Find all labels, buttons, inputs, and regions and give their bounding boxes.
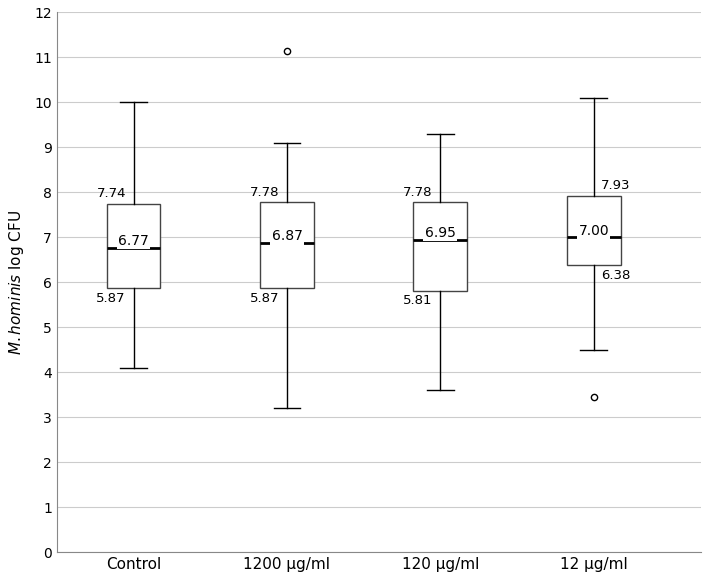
PathPatch shape: [107, 204, 161, 288]
PathPatch shape: [567, 196, 620, 265]
PathPatch shape: [260, 202, 314, 288]
Text: 7.93: 7.93: [601, 179, 631, 192]
Text: 6.77: 6.77: [118, 234, 149, 248]
Text: 6.38: 6.38: [601, 269, 631, 282]
Y-axis label: $\it{M. hominis}$ log CFU: $\it{M. hominis}$ log CFU: [7, 210, 26, 355]
Text: 5.87: 5.87: [96, 292, 126, 305]
Text: 6.87: 6.87: [271, 229, 302, 243]
Text: 5.87: 5.87: [250, 292, 279, 305]
Text: 6.95: 6.95: [425, 226, 456, 240]
Text: 5.81: 5.81: [403, 295, 433, 307]
PathPatch shape: [413, 202, 467, 291]
Text: 7.74: 7.74: [96, 188, 126, 200]
Text: 7.78: 7.78: [403, 186, 433, 199]
Text: 7.78: 7.78: [250, 186, 279, 199]
Text: 7.00: 7.00: [578, 223, 609, 237]
